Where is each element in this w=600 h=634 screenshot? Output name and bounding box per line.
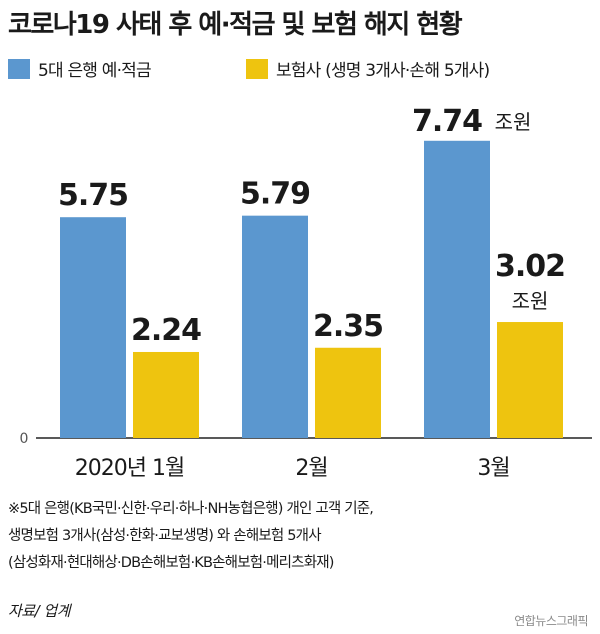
legend-item-insurance: 보험사 (생명 3개사·손해 5개사) — [246, 56, 490, 81]
category-label: 3월 — [477, 456, 509, 481]
bar — [60, 217, 126, 438]
legend-label-bank: 5대 은행 예·적금 — [38, 61, 152, 81]
credit-text: 연합뉴스그래픽 — [514, 614, 588, 628]
data-label: 3.02 — [495, 249, 565, 284]
footnote-line: ※5대 은행(KB국민·신한·우리·하나·NH농협은행) 개인 고객 기준, — [8, 501, 374, 517]
legend-label-insurance: 보험사 (생명 3개사·손해 5개사) — [276, 61, 490, 81]
bar — [242, 215, 308, 438]
bar — [497, 322, 563, 438]
legend-swatch-bank — [8, 58, 30, 79]
legend-item-bank: 5대 은행 예·적금 — [8, 56, 152, 81]
data-label: 7.74 — [412, 104, 482, 139]
legend-swatch-insurance — [246, 58, 268, 79]
unit-label: 조원 — [495, 110, 532, 134]
bar — [133, 351, 199, 438]
source-text: 자료/ 업계 — [8, 602, 71, 620]
category-label: 2월 — [295, 456, 327, 481]
bar-chart: 0 5.75 2.24 2020년 1월 5.79 2.35 2월 7.74 조원 3.02 조원 3… — [20, 104, 592, 481]
data-label: 2.24 — [131, 313, 201, 348]
footnote-line: (삼성화재·현대해상·DB손해보험·KB손해보험·메리츠화재) — [8, 555, 334, 571]
footnote-line: 생명보험 3개사(삼성·한화·교보생명) 와 손해보험 5개사 — [8, 528, 322, 544]
bar — [315, 347, 381, 438]
data-label: 5.75 — [58, 178, 128, 213]
chart-title: 코로나19 사태 후 예·적금 및 보험 해지 현황 — [8, 10, 463, 40]
category-label: 2020년 1월 — [75, 456, 184, 481]
data-label: 2.35 — [313, 309, 383, 344]
data-label: 5.79 — [240, 177, 310, 212]
unit-label: 조원 — [512, 289, 549, 313]
footnotes: ※5대 은행(KB국민·신한·우리·하나·NH농협은행) 개인 고객 기준, 생… — [8, 496, 374, 577]
bar — [424, 140, 490, 438]
y-tick-label: 0 — [20, 431, 29, 447]
